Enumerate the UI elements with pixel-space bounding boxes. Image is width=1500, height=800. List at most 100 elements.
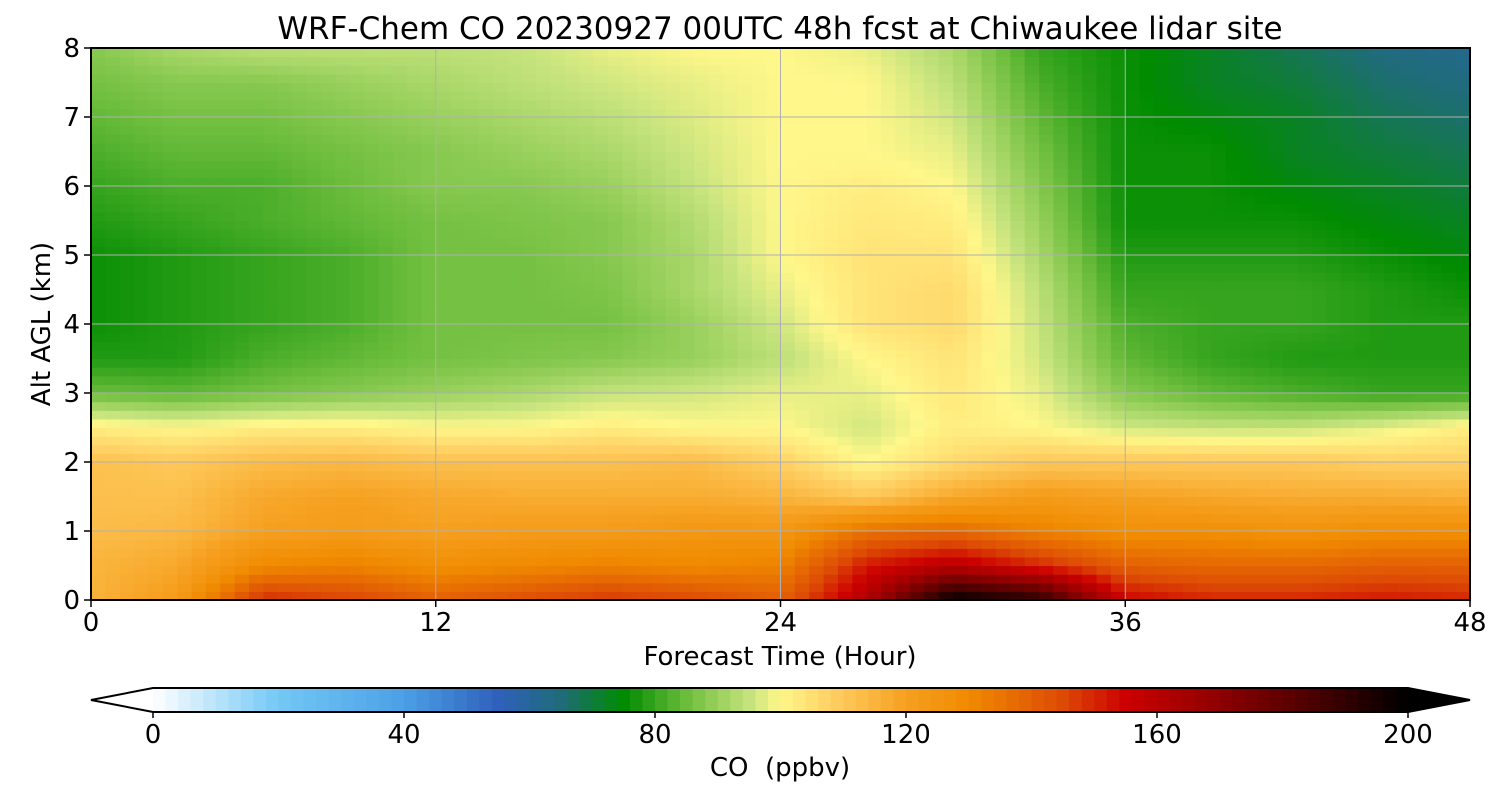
heatmap-cell xyxy=(651,556,667,567)
heatmap-cell xyxy=(737,418,753,429)
heatmap-cell xyxy=(277,531,293,541)
heatmap-cell xyxy=(349,349,365,360)
heatmap-cell xyxy=(1369,349,1385,360)
heatmap-cell xyxy=(651,349,667,360)
heatmap-cell xyxy=(1355,479,1371,489)
heatmap-cell xyxy=(952,324,968,334)
heatmap-cell xyxy=(162,349,178,360)
heatmap-cell xyxy=(1153,280,1169,291)
heatmap-cell xyxy=(1211,367,1227,377)
heatmap-cell xyxy=(694,203,710,213)
heatmap-cell xyxy=(91,522,106,532)
heatmap-cell xyxy=(981,306,997,316)
heatmap-cell xyxy=(679,186,695,196)
heatmap-cell xyxy=(1168,324,1184,334)
heatmap-cell xyxy=(1268,177,1284,187)
heatmap-cell xyxy=(1326,574,1342,584)
heatmap-cell xyxy=(1455,367,1470,377)
heatmap-cell xyxy=(995,505,1011,515)
heatmap-cell xyxy=(91,401,106,411)
heatmap-cell xyxy=(1254,151,1270,161)
heatmap-cell xyxy=(723,358,738,368)
heatmap-cell xyxy=(1311,427,1327,437)
heatmap-cell xyxy=(1110,151,1126,161)
heatmap-cell xyxy=(464,332,480,342)
heatmap-cell xyxy=(392,168,408,178)
heatmap-cell xyxy=(1311,263,1327,273)
heatmap-cell xyxy=(780,367,796,377)
heatmap-cell xyxy=(1110,349,1126,360)
heatmap-cell xyxy=(1197,436,1213,446)
heatmap-cell xyxy=(205,591,221,600)
heatmap-cell xyxy=(263,332,279,342)
heatmap-cell xyxy=(1225,418,1241,429)
heatmap-cell xyxy=(1311,548,1327,558)
heatmap-cell xyxy=(1398,531,1414,541)
heatmap-cell xyxy=(895,255,911,265)
heatmap-cell xyxy=(521,487,537,498)
heatmap-cell xyxy=(1096,479,1112,489)
heatmap-cell xyxy=(651,367,667,377)
heatmap-cell xyxy=(1067,324,1083,334)
heatmap-cell xyxy=(263,177,279,187)
heatmap-cell xyxy=(679,151,695,161)
heatmap-cell xyxy=(450,462,466,472)
heatmap-cell xyxy=(1182,349,1198,360)
heatmap-cell xyxy=(1096,436,1112,446)
heatmap-cell xyxy=(148,211,164,222)
heatmap-cell xyxy=(1053,401,1069,411)
heatmap-cell xyxy=(766,427,782,437)
heatmap-cell xyxy=(292,479,308,489)
heatmap-cell xyxy=(1153,565,1169,575)
heatmap-cell xyxy=(852,565,868,575)
heatmap-cell xyxy=(1010,246,1026,256)
heatmap-cell xyxy=(148,203,164,213)
heatmap-cell xyxy=(464,367,480,377)
heatmap-cell xyxy=(191,574,207,584)
heatmap-cell xyxy=(579,324,595,334)
heatmap-cell xyxy=(1441,298,1457,308)
heatmap-cell xyxy=(766,393,782,403)
heatmap-cell xyxy=(205,367,221,377)
heatmap-cell xyxy=(378,194,394,204)
heatmap-cell xyxy=(1039,548,1055,558)
heatmap-cell xyxy=(1139,341,1155,351)
heatmap-cell xyxy=(1441,177,1457,187)
heatmap-cell xyxy=(952,418,968,429)
heatmap-cell xyxy=(464,358,480,368)
heatmap-cell xyxy=(407,565,422,575)
heatmap-cell xyxy=(1225,298,1241,308)
heatmap-cell xyxy=(162,462,178,472)
heatmap-cell xyxy=(162,203,178,213)
heatmap-cell xyxy=(292,315,308,325)
heatmap-cell xyxy=(967,289,983,299)
heatmap-cell xyxy=(1024,384,1040,394)
heatmap-cell xyxy=(335,591,351,600)
heatmap-cell xyxy=(1010,341,1026,351)
heatmap-cell xyxy=(306,531,322,541)
heatmap-cell xyxy=(694,186,710,196)
heatmap-cell xyxy=(809,565,825,575)
heatmap-cell xyxy=(1053,186,1069,196)
heatmap-cell xyxy=(1139,531,1155,541)
heatmap-cell xyxy=(407,470,422,480)
heatmap-cell xyxy=(234,513,250,523)
heatmap-cell xyxy=(91,298,106,308)
heatmap-cell xyxy=(234,505,250,515)
heatmap-cell xyxy=(895,211,911,222)
heatmap-cell xyxy=(263,229,279,239)
heatmap-cell xyxy=(723,384,738,394)
heatmap-cell xyxy=(220,496,236,506)
heatmap-cell xyxy=(895,410,911,420)
heatmap-cell xyxy=(1383,556,1399,567)
heatmap-cell xyxy=(780,427,796,437)
heatmap-cell xyxy=(780,505,796,515)
heatmap-cell xyxy=(608,272,624,282)
heatmap-cell xyxy=(105,496,121,506)
heatmap-cell xyxy=(1024,427,1040,437)
heatmap-cell xyxy=(277,522,293,532)
heatmap-cell xyxy=(1297,349,1313,360)
heatmap-cell xyxy=(134,332,150,342)
heatmap-cell xyxy=(708,194,724,204)
heatmap-cell xyxy=(751,470,767,480)
